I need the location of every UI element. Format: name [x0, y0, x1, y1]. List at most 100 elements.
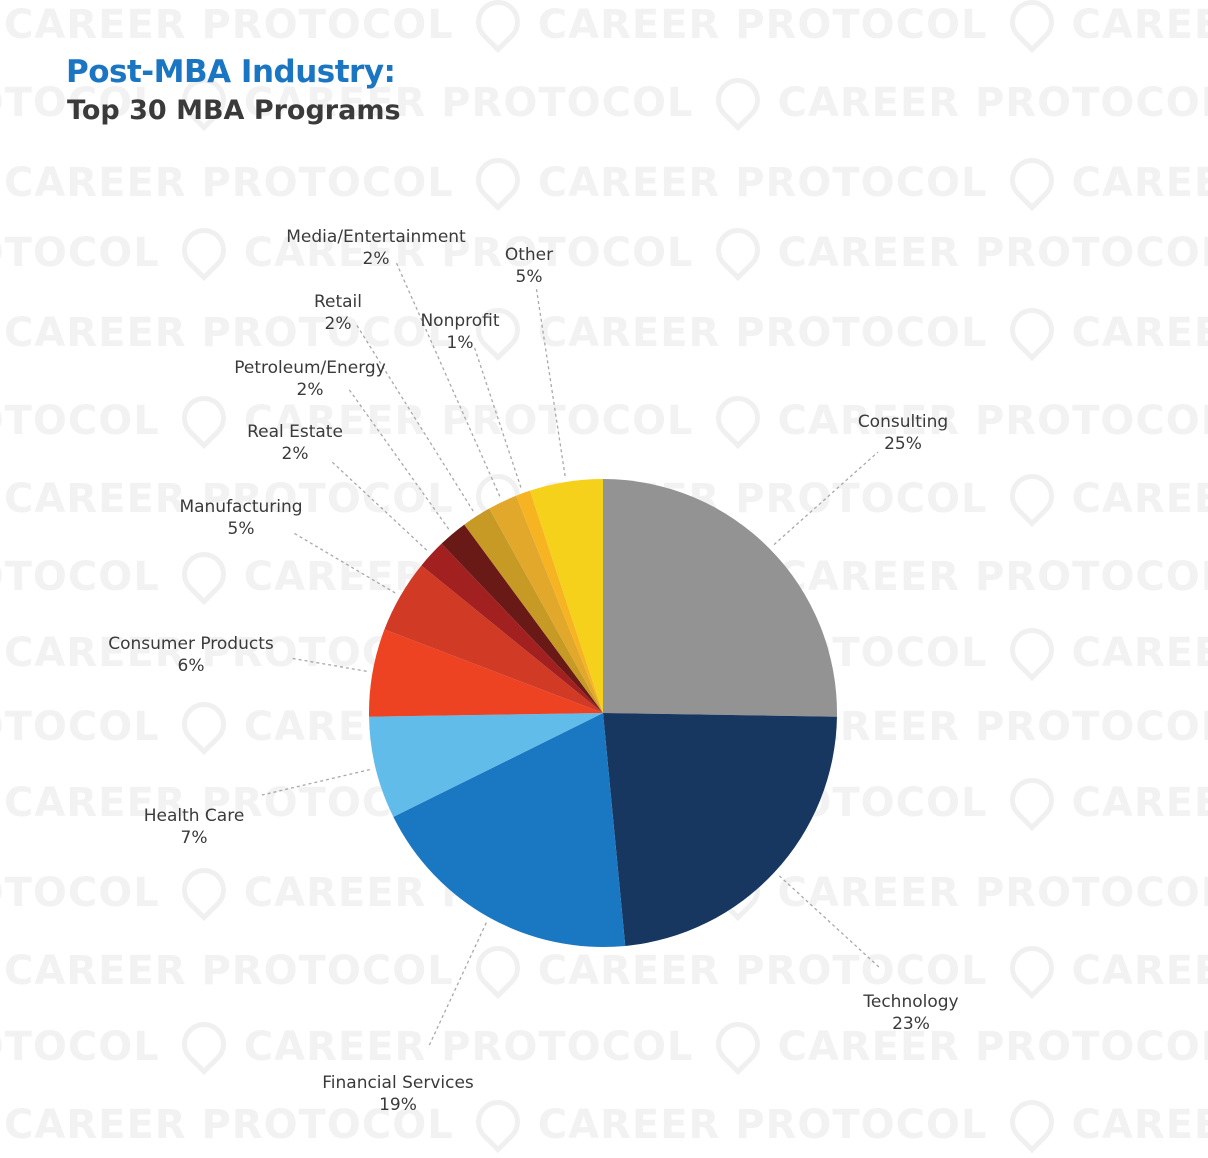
- leader-line-technology: [778, 875, 881, 969]
- watermark-text: CAREER PROTOCOL: [537, 2, 988, 48]
- watermark-text: CAREER PROTOCOL: [4, 2, 454, 48]
- slice-value-other: 5%: [516, 267, 543, 287]
- leader-line-retail: [355, 323, 474, 512]
- slice-financial-services: [393, 713, 626, 947]
- watermark-text: CAREER PROTOCOL: [4, 1102, 454, 1148]
- slice-value-consulting: 25%: [884, 434, 922, 454]
- leader-line-petroleum-energy: [347, 387, 450, 530]
- slice-real-estate: [421, 543, 603, 713]
- watermark-text: CAREER PROTOCOL: [537, 948, 988, 994]
- watermark-row: CAREER PROTOCOL CAREER PROTOCOL CAREER PRO…: [0, 1012, 1208, 1076]
- slice-label-technology: Technology: [862, 992, 958, 1012]
- slice-label-real-estate: Real Estate: [247, 422, 343, 442]
- watermark-text: CAREER PROTOCOL: [777, 704, 1208, 750]
- slice-value-health-care: 7%: [181, 828, 208, 848]
- slice-retail: [464, 508, 603, 713]
- slice-label-consulting: Consulting: [858, 412, 948, 432]
- watermark-text: CAREER PROTOCOL: [537, 160, 988, 206]
- watermark-text: CAREER PROTOCOL: [243, 1024, 694, 1070]
- watermark-text: CAREER PROTOCOL: [777, 230, 1208, 276]
- leader-lines: [261, 261, 881, 1049]
- slice-petroleum-energy: [441, 524, 603, 713]
- watermark-text: CAREER PROTOCOL: [1071, 476, 1208, 522]
- watermark-text: CAREER PROTOCOL: [537, 310, 988, 356]
- slice-value-manufacturing: 5%: [228, 519, 255, 539]
- watermark-text: CAREER PROTOCOL: [537, 1102, 988, 1148]
- leader-line-nonprofit: [473, 345, 522, 488]
- watermark-text: CAREER PROTOCOL: [1071, 2, 1208, 48]
- watermark-text: CAREER PROTOCOL: [1071, 948, 1208, 994]
- watermark-row: CAREER PROTOCOL CAREER PROTOCOL CAREER PRO…: [4, 298, 1208, 362]
- slice-label-consumer-products: Consumer Products: [108, 634, 274, 654]
- watermark-text: CAREER PROTOCOL: [4, 780, 454, 826]
- leader-line-manufacturing: [291, 531, 396, 594]
- leader-line-other: [535, 285, 566, 477]
- slice-value-consumer-products: 6%: [178, 656, 205, 676]
- watermark-row: CAREER PROTOCOL CAREER PROTOCOL CAREER PRO…: [0, 386, 1208, 450]
- watermark-text: CAREER PROTOCOL: [243, 398, 694, 444]
- slice-consumer-products: [369, 629, 603, 717]
- slice-label-nonprofit: Nonprofit: [420, 311, 499, 331]
- leader-line-consulting: [773, 451, 879, 546]
- watermark-text: CAREER PROTOCOL: [0, 80, 160, 126]
- slice-value-real-estate: 2%: [282, 444, 309, 464]
- watermark-text: CAREER PROTOCOL: [777, 398, 1208, 444]
- watermark-text: CAREER PROTOCOL: [1071, 160, 1208, 206]
- watermark-text: CAREER PROTOCOL: [243, 230, 694, 276]
- watermark-text: CAREER PROTOCOL: [777, 80, 1208, 126]
- watermark-row: CAREER PROTOCOL CAREER PROTOCOL CAREER PRO…: [4, 1090, 1208, 1154]
- watermark-text: CAREER PROTOCOL: [4, 310, 454, 356]
- watermark-row: CAREER PROTOCOL CAREER PROTOCOL CAREER PRO…: [4, 0, 1208, 54]
- page-subtitle: Top 30 MBA Programs: [67, 95, 401, 126]
- watermark-text: CAREER PROTOCOL: [777, 554, 1208, 600]
- watermark-text: CAREER PROTOCOL: [0, 704, 160, 750]
- watermark-text: CAREER PROTOCOL: [4, 160, 454, 206]
- slice-other: [529, 479, 603, 713]
- slice-value-financial-services: 19%: [379, 1095, 417, 1115]
- slice-label-manufacturing: Manufacturing: [179, 497, 302, 517]
- watermark-text: CAREER PROTOCOL: [1071, 310, 1208, 356]
- slice-value-petroleum-energy: 2%: [297, 380, 324, 400]
- slice-label-petroleum-energy: Petroleum/Energy: [234, 358, 386, 378]
- pie-slices: [369, 479, 837, 947]
- slice-value-media-entertainment: 2%: [363, 249, 390, 269]
- watermark-text: CAREER PROTOCOL: [777, 1024, 1208, 1070]
- leader-line-real-estate: [329, 459, 428, 551]
- watermark-row: CAREER PROTOCOL CAREER PROTOCOL CAREER PRO…: [4, 148, 1208, 212]
- page-title: Post-MBA Industry:: [66, 54, 396, 90]
- slice-health-care: [369, 713, 603, 817]
- leader-line-financial-services: [427, 922, 487, 1049]
- slice-label-other: Other: [505, 245, 553, 265]
- watermark-text: CAREER PROTOCOL: [1071, 780, 1208, 826]
- slice-value-retail: 2%: [325, 314, 352, 334]
- slice-media-entertainment: [489, 495, 603, 713]
- slice-nonprofit: [516, 490, 603, 713]
- slice-label-media-entertainment: Media/Entertainment: [286, 227, 466, 247]
- slice-consulting: [603, 479, 837, 717]
- watermark-text: CAREER PROTOCOL: [777, 870, 1208, 916]
- leader-line-health-care: [261, 768, 370, 796]
- slice-label-financial-services: Financial Services: [322, 1073, 474, 1093]
- watermark-text: CAREER PROTOCOL: [4, 476, 454, 522]
- watermark-text: CAREER PROTOCOL: [1071, 1102, 1208, 1148]
- watermark-text: CAREER PROTOCOL: [0, 554, 160, 600]
- slice-manufacturing: [384, 565, 603, 713]
- watermark-text: CAREER PROTOCOL: [0, 398, 160, 444]
- leader-line-media-entertainment: [395, 261, 501, 497]
- slice-technology: [603, 713, 837, 946]
- watermark-text: CAREER PROTOCOL: [0, 1024, 160, 1070]
- slice-label-health-care: Health Care: [144, 806, 245, 826]
- slice-value-nonprofit: 1%: [447, 333, 474, 353]
- watermark-row: CAREER PROTOCOL CAREER PROTOCOL CAREER PRO…: [0, 68, 1208, 132]
- slice-value-technology: 23%: [892, 1014, 930, 1034]
- watermark-text: CAREER PROTOCOL: [0, 870, 160, 916]
- watermark-text: CAREER PROTOCOL: [243, 80, 694, 126]
- watermark-row: CAREER PROTOCOL CAREER PROTOCOL CAREER PRO…: [0, 218, 1208, 282]
- watermark-row: CAREER PROTOCOL CAREER PROTOCOL CAREER PRO…: [4, 936, 1208, 1000]
- watermark-text: CAREER PROTOCOL: [0, 230, 160, 276]
- watermark-text: CAREER PROTOCOL: [1071, 630, 1208, 676]
- leader-line-consumer-products: [289, 657, 367, 672]
- watermark-text: CAREER PROTOCOL: [4, 948, 454, 994]
